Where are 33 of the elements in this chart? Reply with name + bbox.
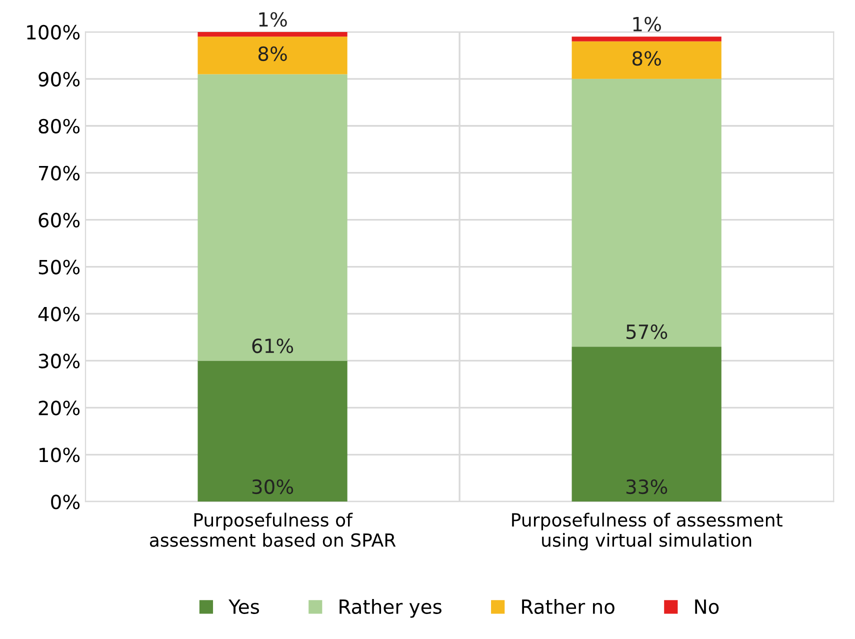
y-tick-label: 10% (40, 448, 80, 462)
y-tick-label: 0% (51, 494, 80, 510)
y-tick-label: 70% (39, 166, 80, 181)
data-label: 61% (252, 338, 294, 354)
bar (572, 78, 722, 347)
bar (572, 41, 722, 79)
data-label: 8% (258, 46, 287, 62)
data-label: 30% (252, 479, 294, 494)
bar (572, 346, 722, 502)
bar (198, 32, 348, 37)
data-label: 1% (633, 16, 661, 32)
legend-label: Yes (228, 600, 260, 614)
y-tick-label: 20% (38, 400, 80, 416)
data-label: 8% (632, 51, 661, 66)
data-label: 1% (259, 12, 287, 27)
y-tick-label: 40% (38, 306, 80, 322)
bar (198, 74, 348, 361)
x-tick-label: Purposefulness of assessment based on SPAR (150, 512, 396, 547)
data-label: 57% (626, 324, 668, 340)
y-tick-label: 60% (38, 212, 80, 228)
y-tick-label: 30% (38, 354, 80, 368)
y-tick-label: 90% (38, 72, 80, 87)
bar (198, 360, 348, 502)
legend-label: Rather no (522, 598, 614, 614)
bar (572, 36, 722, 42)
legend-label: No (695, 600, 719, 614)
data-label: 33% (626, 479, 668, 494)
y-tick-label: 80% (38, 118, 80, 134)
y-tick-label: 100% (27, 24, 80, 40)
y-tick-label: 50% (38, 260, 80, 274)
legend-label: Rather yes (340, 598, 442, 618)
bar (198, 36, 348, 74)
x-tick-label: Purposefulness of assessment using virtual simulation (512, 512, 782, 550)
